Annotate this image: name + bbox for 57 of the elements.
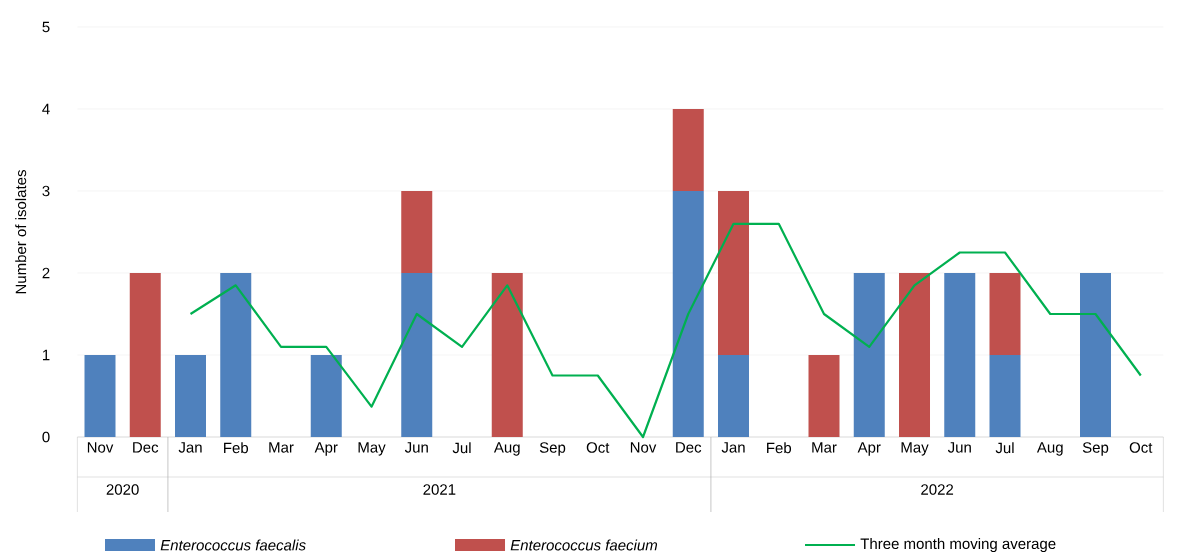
x-tick-label: Jan bbox=[721, 442, 745, 453]
text: 2022 bbox=[921, 484, 954, 495]
x-tick-label: Aug bbox=[493, 442, 520, 456]
text: 2020 bbox=[106, 484, 139, 495]
bar bbox=[672, 191, 704, 437]
y-tick-label: 4 bbox=[42, 103, 50, 115]
x-tick-label: Dec bbox=[133, 442, 159, 453]
x-tick-label: Jul bbox=[452, 442, 471, 454]
x-tick-label: Oct bbox=[1129, 442, 1153, 453]
x-tick-label: Mar bbox=[812, 442, 837, 453]
bar bbox=[944, 273, 976, 437]
bar bbox=[491, 273, 523, 437]
x-tick-label: Feb bbox=[224, 442, 249, 454]
x-tick-label: Jun bbox=[404, 442, 428, 453]
bar bbox=[84, 355, 116, 437]
x-tick-label: Apr bbox=[857, 442, 881, 456]
bar bbox=[899, 273, 930, 437]
y-tick-label: 1 bbox=[42, 349, 50, 361]
bar bbox=[989, 355, 1021, 437]
x-tick-label: Sep bbox=[1082, 442, 1109, 456]
x-tick-label: Sep bbox=[539, 442, 566, 456]
x-tick-label: Oct bbox=[586, 442, 610, 453]
x-tick-label: Aug bbox=[1036, 442, 1063, 456]
y-tick-label: 5 bbox=[42, 21, 50, 33]
bar bbox=[220, 273, 252, 437]
x-tick-label: Mar bbox=[269, 442, 294, 453]
bar bbox=[1080, 273, 1111, 437]
bar bbox=[718, 355, 749, 437]
bar bbox=[808, 355, 840, 437]
legend-label: Enterococcus faecium bbox=[510, 539, 658, 551]
x-tick-label: Dec bbox=[676, 442, 702, 453]
bar bbox=[129, 273, 161, 437]
bar bbox=[401, 273, 433, 437]
y-tick-label: 0 bbox=[42, 431, 50, 443]
legend-label: Enterococcus faecalis bbox=[160, 539, 306, 551]
bar bbox=[310, 355, 342, 437]
bar bbox=[853, 273, 885, 437]
x-tick-label: Nov bbox=[630, 442, 657, 453]
x-tick-label: Jun bbox=[947, 442, 971, 453]
bar bbox=[718, 191, 749, 355]
bar bbox=[175, 355, 206, 437]
x-tick-label: May bbox=[901, 442, 929, 456]
text: 2021 bbox=[423, 484, 456, 495]
line-series bbox=[189, 222, 1142, 439]
bar bbox=[672, 109, 704, 191]
bar bbox=[989, 273, 1021, 355]
y-axis-title: Number of isolates bbox=[15, 170, 27, 294]
x-tick-label: May bbox=[358, 442, 386, 456]
x-tick-label: Feb bbox=[767, 442, 792, 454]
y-tick-label: 2 bbox=[42, 267, 50, 279]
x-tick-label: Apr bbox=[314, 442, 338, 456]
x-tick-label: Jan bbox=[178, 442, 202, 453]
x-tick-label: Nov bbox=[87, 442, 114, 453]
x-tick-label: Jul bbox=[995, 442, 1014, 454]
y-tick-label: 3 bbox=[42, 185, 50, 197]
bar bbox=[401, 191, 433, 273]
legend-label: Three month moving average bbox=[860, 538, 1056, 552]
